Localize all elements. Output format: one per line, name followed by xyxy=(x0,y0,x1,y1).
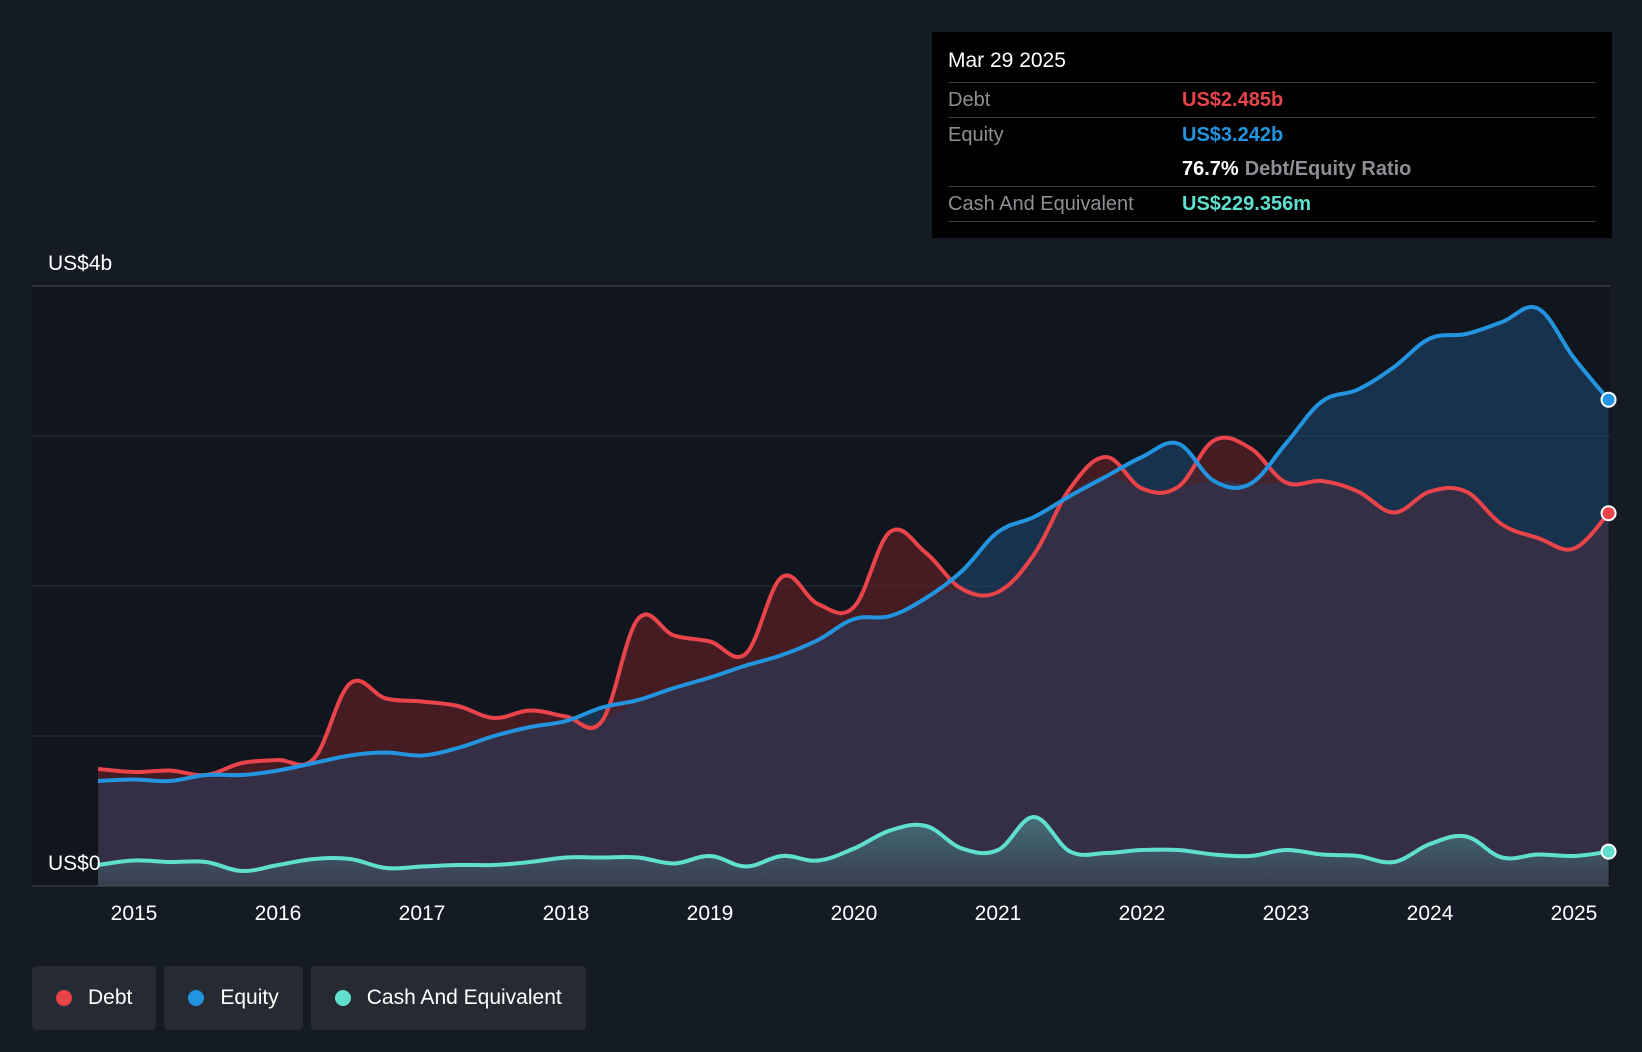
legend-item-equity[interactable]: Equity xyxy=(164,966,303,1030)
x-tick-label: 2015 xyxy=(111,902,158,925)
tooltip-debt-label: Debt xyxy=(948,88,991,111)
tooltip-debt-value: US$2.485b xyxy=(1182,88,1284,111)
x-tick-label: 2025 xyxy=(1551,902,1598,925)
tooltip-cash-row: Cash And Equivalent US$229.356m xyxy=(948,186,1596,222)
x-tick-label: 2017 xyxy=(399,902,446,925)
tooltip-debt-row: Debt US$2.485b xyxy=(948,82,1596,117)
x-tick-label: 2022 xyxy=(1119,902,1166,925)
legend-equity-label: Equity xyxy=(220,986,279,1009)
legend-cash-label: Cash And Equivalent xyxy=(366,986,562,1009)
equity-line xyxy=(97,305,1611,784)
tooltip-equity-row: Equity US$3.242b xyxy=(948,117,1596,152)
x-tick-label: 2021 xyxy=(975,902,1022,925)
y-axis-top-label: US$4b xyxy=(48,252,112,275)
cash-area xyxy=(98,816,1609,886)
overlap-area xyxy=(98,476,1609,886)
tooltip-ratio-row: 76.7% Debt/Equity Ratio xyxy=(948,152,1596,186)
tooltip-cash-label: Cash And Equivalent xyxy=(948,192,1134,215)
tooltip-ratio-value: 76.7% xyxy=(1182,157,1239,180)
cash-line xyxy=(97,814,1609,874)
debt-line xyxy=(97,435,1611,778)
legend-item-cash[interactable]: Cash And Equivalent xyxy=(310,966,586,1030)
cash-dot-icon xyxy=(334,990,351,1006)
equity-endpoint xyxy=(1600,391,1617,408)
tooltip-panel: Mar 29 2025 Debt US$2.485b Equity US$3.2… xyxy=(932,32,1612,238)
tooltip-cash-value: US$229.356m xyxy=(1182,192,1311,215)
equity-dot-icon xyxy=(188,990,205,1006)
debt-endpoint xyxy=(1600,505,1617,522)
x-tick-label: 2020 xyxy=(831,902,878,925)
x-tick-label: 2018 xyxy=(543,902,590,925)
tooltip-date: Mar 29 2025 xyxy=(948,49,1066,72)
legend-item-debt[interactable]: Debt xyxy=(32,966,157,1030)
y-axis-bottom-label: US$0 xyxy=(48,852,101,875)
tooltip-equity-value: US$3.242b xyxy=(1182,123,1284,146)
x-tick-label: 2024 xyxy=(1407,902,1454,925)
x-tick-label: 2023 xyxy=(1263,902,1310,925)
chart-legend: Debt Equity Cash And Equivalent xyxy=(32,966,586,1030)
x-tick-label: 2019 xyxy=(687,902,734,925)
tooltip-equity-label: Equity xyxy=(948,123,1004,146)
debt-dot-icon xyxy=(56,990,72,1006)
x-tick-label: 2016 xyxy=(255,902,302,925)
legend-debt-label: Debt xyxy=(88,986,133,1009)
tooltip-ratio-label: Debt/Equity Ratio xyxy=(1244,157,1412,180)
cash-endpoint xyxy=(1600,843,1617,860)
